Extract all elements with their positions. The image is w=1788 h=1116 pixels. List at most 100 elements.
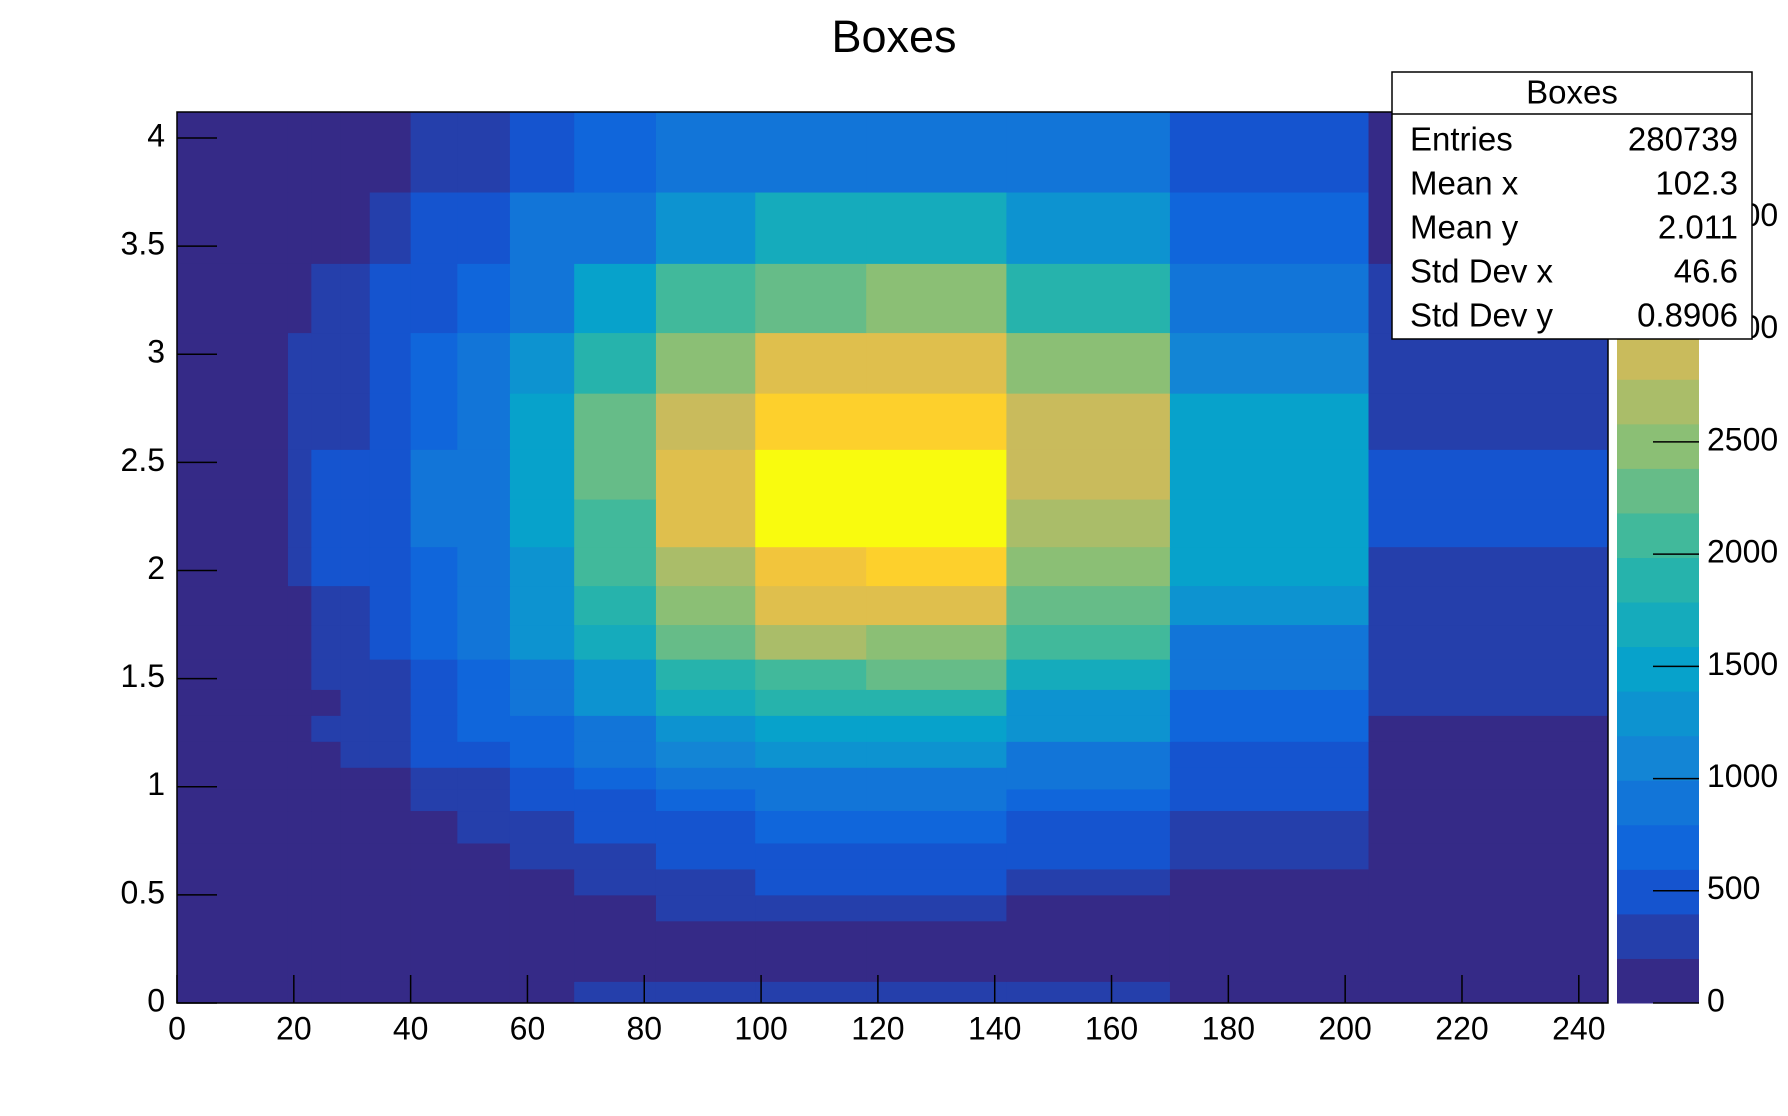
heatmap-cell — [177, 715, 289, 742]
heatmap-cell — [369, 192, 412, 264]
heatmap-cell — [369, 842, 412, 870]
heatmap-cell — [369, 788, 412, 812]
heatmap-cell — [287, 981, 312, 1004]
heatmap-cell — [574, 659, 657, 690]
heatmap-cell — [457, 624, 511, 660]
heatmap-cell — [1169, 112, 1370, 193]
heatmap-cell — [1169, 767, 1370, 790]
heatmap-cell — [574, 546, 657, 587]
heatmap-cell — [574, 868, 657, 896]
x-tick-label: 140 — [968, 1010, 1021, 1046]
heatmap-cell — [457, 499, 511, 548]
heatmap-cell — [574, 585, 657, 626]
heatmap-cell — [177, 868, 289, 896]
heatmap-cell — [755, 920, 867, 982]
heatmap-cell — [457, 659, 511, 690]
heatmap-cell — [287, 624, 312, 660]
heatmap-cell — [574, 842, 657, 870]
heatmap-cell — [340, 112, 371, 193]
heatmap-cell — [369, 659, 412, 690]
heatmap-cell — [755, 689, 867, 716]
stats-box — [1391, 71, 1753, 340]
heatmap-cell — [177, 263, 289, 334]
heatmap-cell — [410, 767, 458, 790]
heatmap-cell — [1006, 842, 1171, 870]
heatmap-cell — [369, 920, 412, 982]
heatmap-cell — [1368, 788, 1609, 812]
heatmap-cell — [655, 810, 756, 844]
heatmap-cell — [755, 810, 867, 844]
heatmap-cell — [1368, 920, 1609, 982]
heatmap-cell — [574, 449, 657, 500]
heatmap-cell — [655, 741, 756, 768]
heatmap-cell — [755, 767, 867, 790]
colorbar-band — [1617, 334, 1699, 380]
heatmap-cell — [574, 810, 657, 844]
heatmap-cell — [311, 546, 342, 587]
heatmap-cell — [655, 788, 756, 812]
x-tick-label: 60 — [510, 1010, 546, 1046]
stats-value: 102.3 — [1655, 165, 1738, 202]
heatmap-cell — [369, 767, 412, 790]
heatmap-cell — [509, 263, 575, 334]
heatmap-cell — [369, 585, 412, 626]
heatmap-cell — [369, 689, 412, 716]
heatmap-cell — [574, 624, 657, 660]
heatmap-cell — [311, 449, 342, 500]
heatmap-cell — [311, 659, 342, 690]
heatmap-cell — [1368, 715, 1609, 742]
heatmap-cell — [1006, 112, 1171, 193]
heatmap-cell — [655, 499, 756, 548]
heatmap-cell — [340, 393, 371, 450]
heatmap-cell — [410, 192, 458, 264]
heatmap-cell — [1169, 192, 1370, 264]
heatmap-cell — [1368, 585, 1609, 626]
heatmap-cell — [311, 393, 342, 450]
heatmap-cell — [655, 263, 756, 334]
colorbar-band — [1617, 824, 1699, 870]
heatmap-cell — [457, 585, 511, 626]
heatmap-cell — [1368, 449, 1609, 500]
heatmap-cell — [177, 981, 289, 1004]
heatmap-cell — [369, 112, 412, 193]
heatmap-cell — [1006, 499, 1171, 548]
heatmap-cell — [410, 585, 458, 626]
x-tick-label: 80 — [626, 1010, 662, 1046]
heatmap-cell — [574, 920, 657, 982]
z-tick-label: 1000 — [1707, 758, 1778, 794]
heatmap-cell — [1006, 868, 1171, 896]
y-tick-label: 2.5 — [121, 442, 165, 478]
heatmap-cell — [866, 393, 1007, 450]
heatmap-cell — [866, 715, 1007, 742]
colorbar-band — [1617, 735, 1699, 781]
heatmap-cell — [655, 894, 756, 922]
heatmap-cell — [340, 585, 371, 626]
heatmap-cell — [457, 788, 511, 812]
heatmap-cell — [1169, 585, 1370, 626]
heatmap-cell — [866, 689, 1007, 716]
heatmap-cell — [509, 715, 575, 742]
heatmap-cell — [410, 546, 458, 587]
heatmap-cell — [410, 263, 458, 334]
heatmap-cell — [311, 981, 342, 1004]
colorbar-band — [1617, 691, 1699, 737]
heatmap-cell — [311, 810, 342, 844]
heatmap-cell — [410, 981, 458, 1004]
heatmap-cell — [655, 393, 756, 450]
heatmap-cell — [457, 842, 511, 870]
heatmap-cell — [866, 192, 1007, 264]
heatmap-cell — [457, 868, 511, 896]
y-tick-label: 1.5 — [121, 658, 165, 694]
heatmap-cell — [340, 659, 371, 690]
heatmap-cell — [311, 112, 342, 193]
heatmap-cell — [287, 788, 312, 812]
heatmap-cell — [311, 585, 342, 626]
heatmap-cell — [1006, 767, 1171, 790]
heatmap-cell — [177, 499, 289, 548]
heatmap-cell — [311, 920, 342, 982]
heatmap-cell — [574, 689, 657, 716]
heatmap-cell — [340, 263, 371, 334]
heatmap-cell — [1368, 741, 1609, 768]
heatmap-cell — [177, 689, 289, 716]
